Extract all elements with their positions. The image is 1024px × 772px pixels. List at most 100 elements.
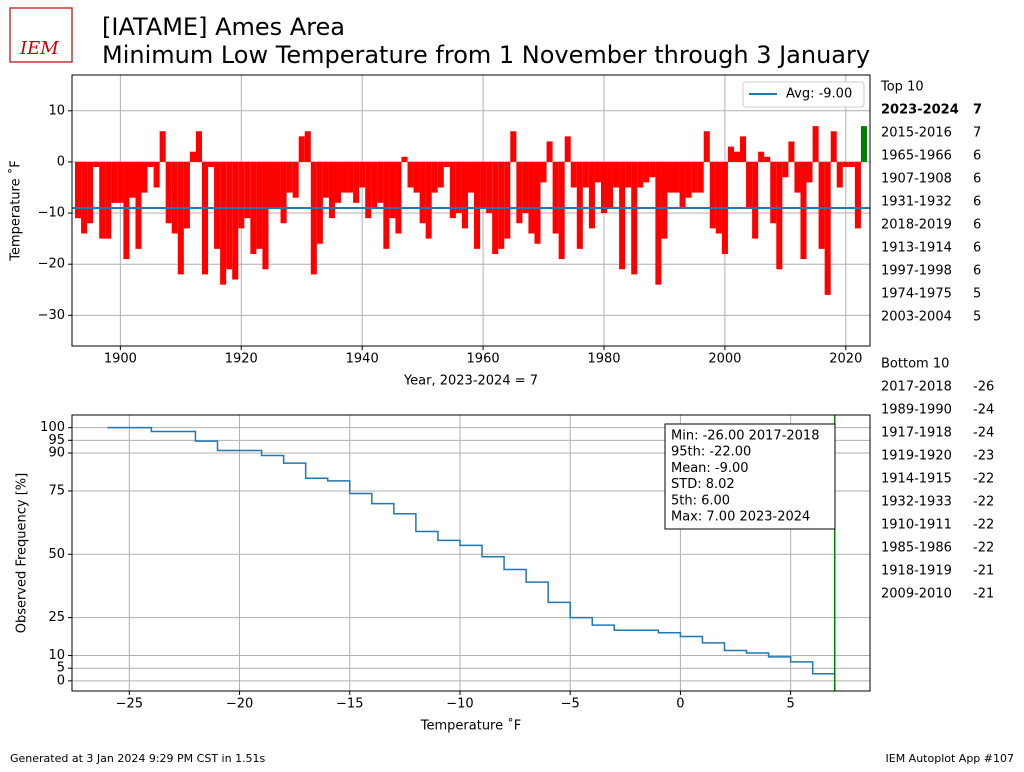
list-value: 6 — [973, 195, 981, 210]
bar — [467, 161, 475, 193]
bar — [643, 161, 650, 183]
stats-text: Max: 7.00 2023-2024 — [671, 510, 810, 525]
bar — [153, 161, 160, 188]
bar — [359, 161, 366, 188]
bar — [189, 151, 196, 162]
bar — [322, 161, 329, 198]
bar — [661, 161, 668, 239]
bar — [280, 161, 287, 224]
list-season: 1931-1932 — [881, 195, 952, 210]
bar — [782, 161, 789, 178]
bar — [347, 161, 354, 193]
list-value: 5 — [973, 287, 981, 302]
bar — [582, 161, 589, 188]
x-tick-label: 1940 — [346, 352, 379, 367]
y-tick-label: 5 — [57, 661, 65, 676]
bar — [105, 161, 112, 239]
list-value: 6 — [973, 172, 981, 187]
bar — [443, 161, 450, 168]
list-title: Bottom 10 — [881, 357, 949, 372]
bar — [540, 161, 547, 183]
bar — [377, 161, 384, 203]
y-tick-label: 50 — [48, 547, 65, 562]
bar — [776, 161, 783, 270]
list-value: 6 — [973, 264, 981, 279]
list-value: -22 — [973, 472, 994, 487]
list-season: 1917-1918 — [881, 426, 952, 441]
bar — [395, 161, 402, 234]
x-tick-label: 1900 — [104, 352, 137, 367]
x-tick-label: −25 — [116, 697, 143, 712]
stats-text: Min: -26.00 2017-2018 — [671, 429, 819, 444]
legend — [742, 81, 865, 108]
bar — [383, 161, 390, 249]
list-season: 1910-1911 — [881, 518, 952, 533]
bar — [304, 131, 311, 162]
y-axis-label: Observed Frequency [%] — [15, 473, 30, 633]
bar — [691, 161, 698, 193]
bar — [788, 141, 795, 162]
bar — [141, 161, 148, 193]
list-value: 6 — [973, 218, 981, 233]
stats-box — [664, 423, 836, 530]
bar — [764, 156, 771, 162]
x-tick-label: −20 — [226, 697, 253, 712]
bar — [546, 141, 553, 162]
bar — [111, 161, 118, 203]
list-season: 1985-1986 — [881, 541, 952, 556]
bar — [697, 161, 704, 193]
bar — [298, 136, 305, 162]
bar — [558, 161, 565, 260]
bar — [274, 161, 281, 208]
list-season: 2023-2024 — [881, 103, 959, 118]
stats-text: 95th: -22.00 — [671, 445, 751, 460]
bar — [830, 131, 837, 162]
list-season: 2015-2016 — [881, 126, 952, 141]
list-season: 2003-2004 — [881, 310, 952, 325]
title: Minimum Low Temperature from 1 November … — [102, 41, 870, 69]
bar — [437, 161, 444, 188]
bar — [576, 161, 583, 249]
bar — [860, 126, 867, 162]
x-tick-label: 2020 — [829, 352, 862, 367]
x-tick-label: −15 — [336, 697, 363, 712]
bar — [667, 161, 674, 193]
bar — [812, 126, 819, 162]
bar — [733, 151, 741, 162]
bar — [794, 161, 801, 193]
bar — [316, 161, 323, 244]
bar — [371, 161, 378, 208]
bar — [770, 161, 777, 224]
bar — [649, 161, 656, 178]
bar — [87, 161, 94, 224]
list-season: 1914-1915 — [881, 472, 952, 487]
bar — [842, 161, 849, 168]
plot-frame — [71, 414, 871, 692]
bar — [256, 161, 263, 249]
bar — [449, 161, 456, 219]
list-value: -21 — [973, 564, 994, 579]
bar — [564, 136, 571, 162]
bar — [588, 161, 595, 229]
bar — [570, 161, 577, 188]
bar — [709, 161, 716, 229]
bar — [534, 161, 541, 244]
x-axis-label: Year, 2023-2024 = 7 — [403, 374, 538, 389]
bar — [685, 161, 692, 198]
list-value: 6 — [973, 149, 981, 164]
logo-outline — [9, 7, 73, 63]
y-tick-label: 95 — [48, 433, 65, 448]
bar — [655, 161, 662, 285]
stats-text: STD: 8.02 — [671, 477, 735, 492]
list-season: 1997-1998 — [881, 264, 952, 279]
x-tick-label: 1960 — [467, 352, 500, 367]
bar — [625, 161, 632, 188]
bar — [208, 161, 215, 168]
bar — [522, 161, 529, 214]
bar — [220, 161, 227, 285]
bar — [413, 161, 420, 193]
plot-frame — [71, 74, 871, 347]
bar — [824, 161, 831, 295]
list-value: -23 — [973, 449, 994, 464]
list-season: 1932-1933 — [881, 495, 952, 510]
